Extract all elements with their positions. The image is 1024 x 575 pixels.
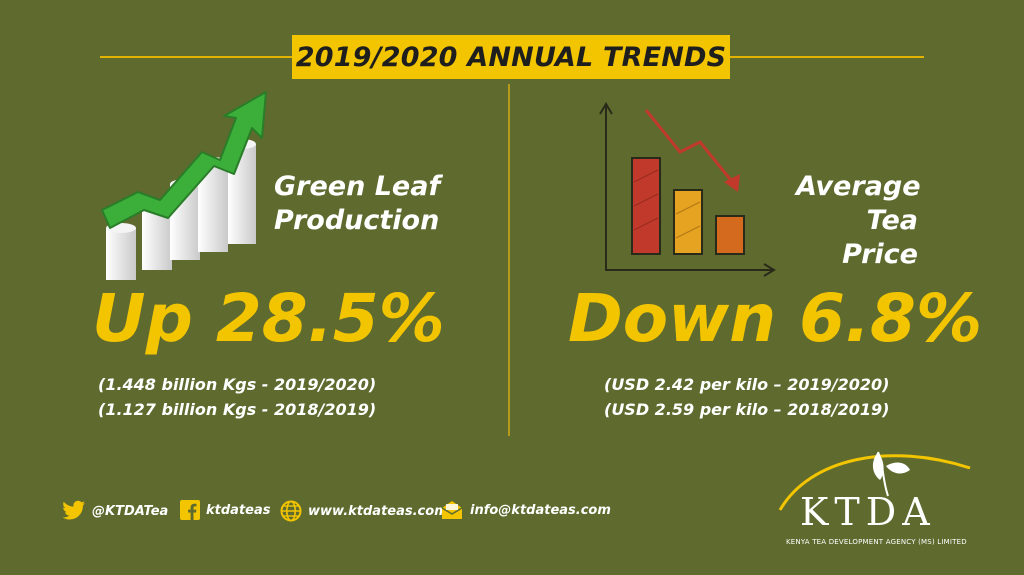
facebook-icon xyxy=(180,500,200,520)
title-rule-right xyxy=(730,56,924,58)
twitter-icon xyxy=(62,500,85,520)
website-url: www.ktdateas.com xyxy=(308,503,448,519)
price-detail-previous: (USD 2.59 per kilo – 2018/2019) xyxy=(604,400,890,419)
price-detail-current: (USD 2.42 per kilo – 2019/2020) xyxy=(604,375,890,394)
production-detail-current: (1.448 billion Kgs - 2019/2020) xyxy=(98,375,377,394)
price-label: Average Tea Price xyxy=(796,170,921,272)
facebook-link[interactable]: ktdateas xyxy=(180,500,270,520)
ktda-logo-emblem xyxy=(778,451,971,511)
facebook-handle: ktdateas xyxy=(206,502,271,518)
production-label: Green Leaf Production xyxy=(274,170,440,238)
ktda-wordmark: KTDA xyxy=(800,490,936,534)
email-address: info@ktdateas.com xyxy=(470,502,611,518)
price-label-line1: Average xyxy=(796,171,921,202)
envelope-icon xyxy=(441,501,463,519)
rising-bar-chart-icon xyxy=(101,91,267,280)
center-divider xyxy=(508,84,510,436)
page-title: 2019/2020 ANNUAL TRENDS xyxy=(295,41,727,73)
twitter-link[interactable]: @KTDATea xyxy=(62,500,168,522)
globe-icon xyxy=(280,500,302,522)
falling-bar-chart-icon xyxy=(599,102,776,277)
email-link[interactable]: info@ktdateas.com xyxy=(440,500,611,520)
production-label-line1: Green Leaf xyxy=(274,171,441,202)
production-details: (1.448 billion Kgs - 2019/2020) (1.127 b… xyxy=(98,372,376,422)
title-rule-left xyxy=(100,56,292,58)
title-banner: 2019/2020 ANNUAL TRENDS xyxy=(292,35,730,79)
price-label-line2: Tea Price xyxy=(842,205,918,270)
price-details: (USD 2.42 per kilo – 2019/2020) (USD 2.5… xyxy=(604,372,889,422)
twitter-handle: @KTDATea xyxy=(92,503,169,519)
production-label-line2: Production xyxy=(274,205,440,236)
website-link[interactable]: www.ktdateas.com xyxy=(280,500,448,522)
production-detail-previous: (1.127 billion Kgs - 2018/2019) xyxy=(98,400,377,419)
price-change: Down 6.8% xyxy=(568,280,983,357)
ktda-logo: KTDA KENYA TEA DEVELOPMENT AGENCY (MS) L… xyxy=(770,438,990,558)
ktda-tagline: KENYA TEA DEVELOPMENT AGENCY (MS) LIMITE… xyxy=(786,538,967,546)
production-change: Up 28.5% xyxy=(92,280,445,357)
